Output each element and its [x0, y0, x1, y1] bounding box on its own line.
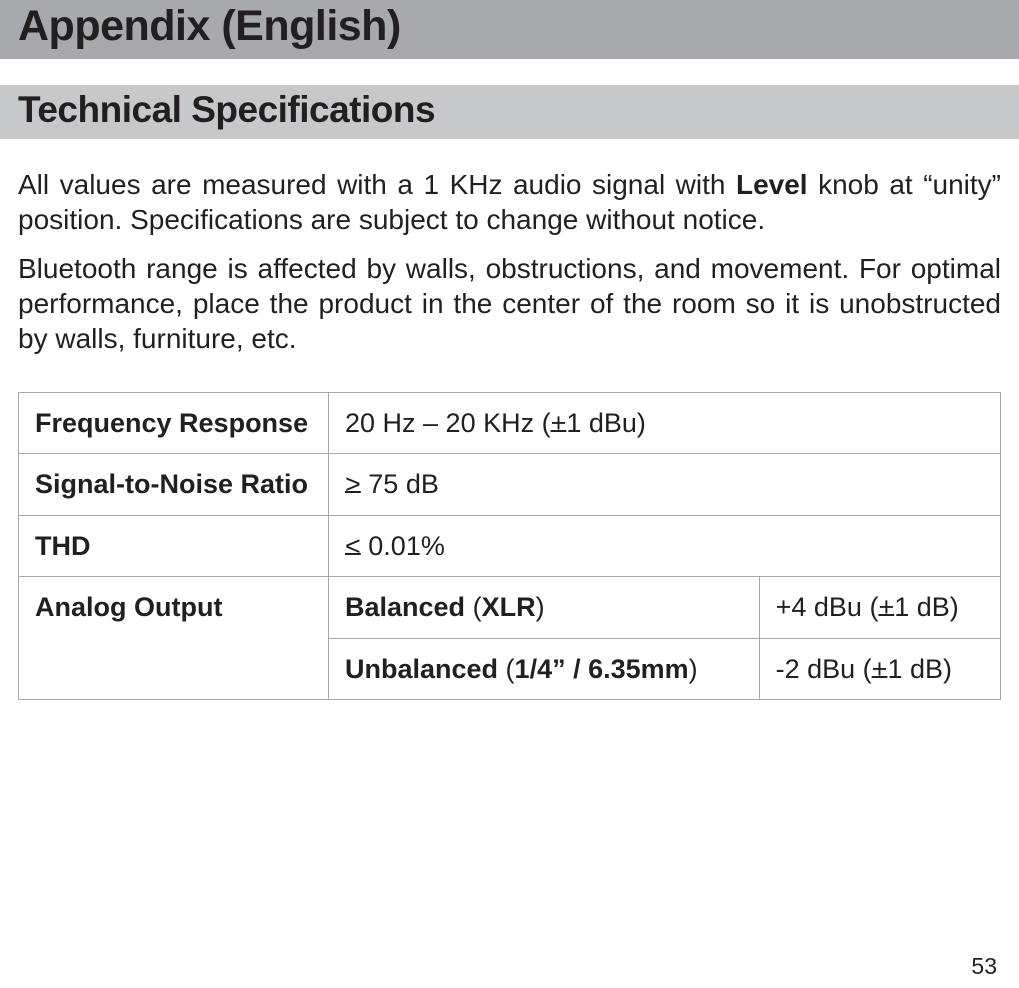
spec-subvalue: -2 dBu (+1 dB): [759, 638, 1000, 699]
table-row: Signal-to-Noise Ratio > 75 dB: [19, 454, 1001, 515]
sublabel-connector: XLR: [482, 592, 536, 622]
subvalue-b: 1 dB): [894, 592, 959, 622]
spec-label: Frequency Response: [19, 393, 329, 454]
appendix-title: Appendix (English): [0, 0, 1019, 59]
relation-symbol: >: [345, 469, 361, 499]
spec-label: Signal-to-Noise Ratio: [19, 454, 329, 515]
spec-sublabel: Unbalanced (1/4” / 6.35mm): [329, 638, 760, 699]
spec-value-a: 20 Hz – 20 KHz (: [345, 408, 551, 438]
table-row: Frequency Response 20 Hz – 20 KHz (+1 dB…: [19, 393, 1001, 454]
intro-text: All values are measured with a 1 KHz aud…: [0, 167, 1019, 356]
table-row: Analog Output Balanced (XLR) +4 dBu (+1 …: [19, 577, 1001, 638]
plus-minus: +: [551, 408, 567, 438]
spec-subvalue: +4 dBu (+1 dB): [759, 577, 1000, 638]
subvalue-b: 1 dB): [887, 654, 952, 684]
spec-value-text: 0.01%: [361, 531, 445, 561]
spec-label: Analog Output: [19, 577, 329, 700]
section-subtitle: Technical Specifications: [0, 85, 1019, 139]
subvalue-a: -2 dBu (: [776, 654, 872, 684]
sublabel-paren-close: ): [689, 654, 698, 684]
spec-value: 20 Hz – 20 KHz (+1 dBu): [329, 393, 1001, 454]
intro-paragraph-2: Bluetooth range is affected by walls, ob…: [18, 251, 1001, 356]
table-row: THD < 0.01%: [19, 515, 1001, 576]
relation-symbol: <: [345, 531, 361, 561]
sublabel-paren-open: (: [465, 592, 482, 622]
plus-minus: +: [872, 654, 888, 684]
page-number: 53: [971, 953, 997, 980]
plus-minus: +: [878, 592, 894, 622]
spec-label: THD: [19, 515, 329, 576]
sublabel-connector: 1/4” / 6.35mm: [515, 654, 689, 684]
spec-value: > 75 dB: [329, 454, 1001, 515]
spec-value-text: 75 dB: [361, 469, 439, 499]
sublabel-name: Unbalanced: [345, 654, 498, 684]
sublabel-paren-open: (: [498, 654, 515, 684]
intro-p1-a: All values are measured with a 1 KHz aud…: [18, 169, 736, 200]
spec-value: < 0.01%: [329, 515, 1001, 576]
intro-p1-level: Level: [736, 169, 808, 200]
specs-table: Frequency Response 20 Hz – 20 KHz (+1 dB…: [18, 392, 1001, 700]
spec-sublabel: Balanced (XLR): [329, 577, 760, 638]
spec-value-b: 1 dBu): [566, 408, 646, 438]
sublabel-paren-close: ): [536, 592, 545, 622]
sublabel-name: Balanced: [345, 592, 465, 622]
intro-paragraph-1: All values are measured with a 1 KHz aud…: [18, 167, 1001, 237]
subvalue-a: +4 dBu (: [776, 592, 879, 622]
